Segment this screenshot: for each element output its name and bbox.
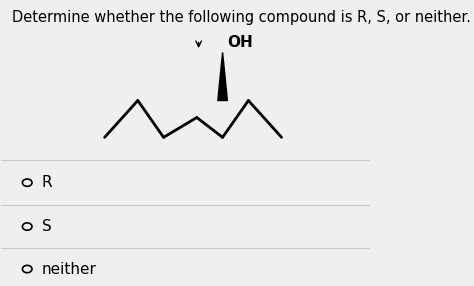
Text: Determine whether the following compound is R, S, or neither.: Determine whether the following compound… bbox=[12, 10, 471, 25]
Text: R: R bbox=[42, 175, 53, 190]
Text: neither: neither bbox=[42, 261, 97, 277]
Text: S: S bbox=[42, 219, 52, 234]
Text: OH: OH bbox=[227, 35, 253, 49]
Polygon shape bbox=[218, 52, 228, 100]
